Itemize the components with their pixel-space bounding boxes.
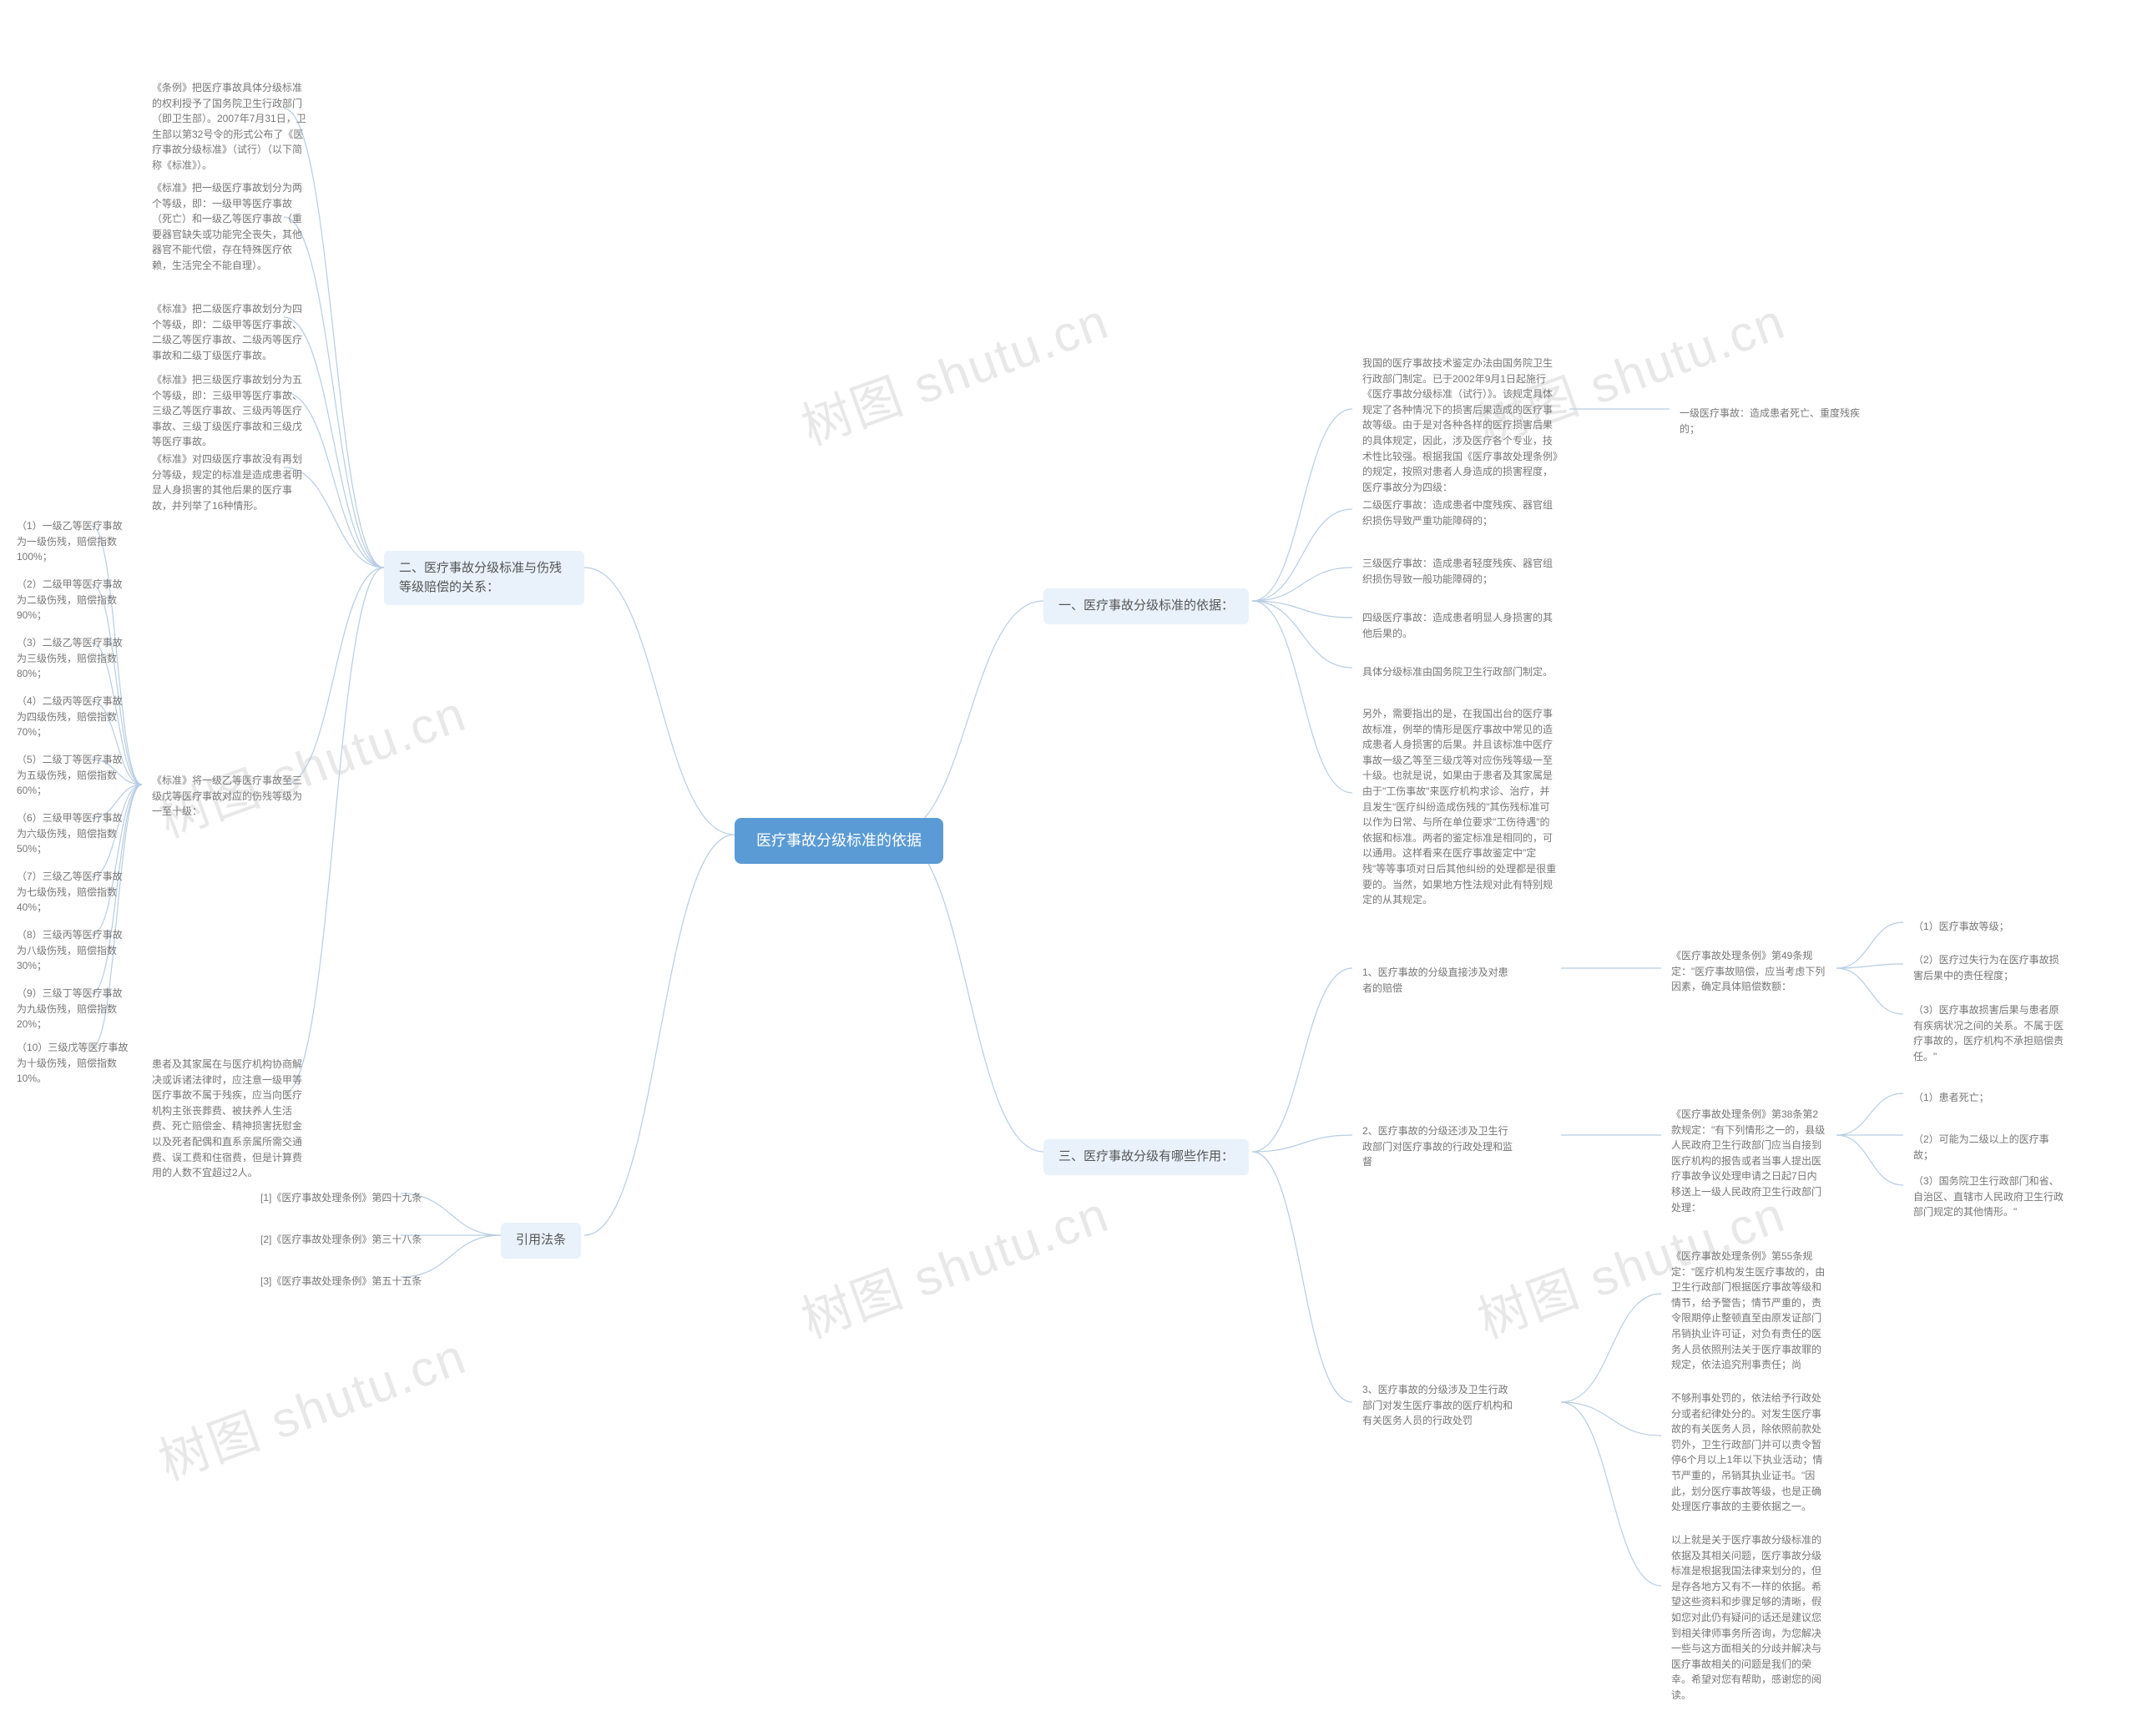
b3-leaf-3-m1: 《医疗事故处理条例》第55条规定："医疗机构发生医疗事故的，由卫生行政部门根据医…	[1661, 1244, 1836, 1378]
b3-leaf-1: 1、医疗事故的分级直接涉及对患者的赔偿	[1352, 960, 1528, 1001]
b2-sub-10: （10）三级戊等医疗事故为十级伤残，赔偿指数10%。	[7, 1035, 140, 1092]
branch-1: 一、医疗事故分级标准的依据：	[1043, 588, 1249, 624]
b1-leaf-level1: 一级医疗事故：造成患者死亡、重度残疾的；	[1670, 401, 1887, 442]
watermark: 树图 shutu.cn	[791, 281, 1118, 460]
b2-sub-7: （7）三级乙等医疗事故为七级伤残，赔偿指数40%；	[7, 864, 140, 921]
b2-leaf-3: 《标准》把二级医疗事故划分为四个等级，即：二级甲等医疗事故、二级乙等医疗事故、二…	[142, 296, 317, 368]
b4-leaf-3: [3]《医疗事故处理条例》第五十五条	[250, 1269, 432, 1294]
b2-leaf-6: 《标准》将一级乙等医疗事故至三级戊等医疗事故对应的伤残等级为一至十级：	[142, 768, 317, 825]
branch-2: 二、医疗事故分级标准与伤残等级赔偿的关系：	[384, 551, 584, 605]
b2-sub-6: （6）三级甲等医疗事故为六级伤残，赔偿指数50%；	[7, 805, 140, 862]
b3-leaf-2-s1: （1）患者死亡；	[1903, 1085, 1999, 1111]
b2-leaf-5: 《标准》对四级医疗事故没有再划分等级，规定的标准是造成患者明显人身损害的其他后果…	[142, 447, 317, 518]
b2-sub-8: （8）三级丙等医疗事故为八级伤残，赔偿指数30%；	[7, 922, 140, 979]
b2-sub-4: （4）二级丙等医疗事故为四级伤残，赔偿指数70%；	[7, 689, 140, 745]
watermark: 树图 shutu.cn	[791, 1174, 1118, 1353]
b2-sub-1: （1）一级乙等医疗事故为一级伤残，赔偿指数100%；	[7, 513, 140, 570]
b2-leaf-4: 《标准》把三级医疗事故划分为五个等级，即：三级甲等医疗事故、三级乙等医疗事故、三…	[142, 367, 317, 455]
branch-3: 三、医疗事故分级有哪些作用：	[1043, 1139, 1249, 1175]
b3-leaf-1-mid: 《医疗事故处理条例》第49条规定："医疗事故赔偿，应当考虑下列因素，确定具体赔偿…	[1661, 943, 1836, 1000]
b2-sub-2: （2）二级甲等医疗事故为二级伤残，赔偿指数90%；	[7, 572, 140, 628]
b1-leaf-level4: 四级医疗事故：造成患者明显人身损害的其他后果的。	[1352, 605, 1569, 646]
b3-leaf-1-s2: （2）医疗过失行为在医疗事故损害后果中的责任程度；	[1903, 947, 2079, 988]
b3-leaf-2-mid: 《医疗事故处理条例》第38条第2款规定："有下列情形之一的，县级人民政府卫生行政…	[1661, 1102, 1836, 1220]
b1-leaf-detail: 具体分级标准由国务院卫生行政部门制定。	[1352, 659, 1563, 685]
b3-leaf-3-m2: 不够刑事处罚的，依法给予行政处分或者纪律处分的。对发生医疗事故的有关医务人员，除…	[1661, 1385, 1836, 1520]
b2-leaf-2: 《标准》把一级医疗事故划分为两个等级，即：一级甲等医疗事故（死亡）和一级乙等医疗…	[142, 175, 317, 279]
b1-leaf-intro: 我国的医疗事故技术鉴定办法由国务院卫生行政部门制定。已于2002年9月1日起施行…	[1352, 351, 1569, 500]
b2-leaf-1: 《条例》把医疗事故具体分级标准的权利授予了国务院卫生行政部门（即卫生部）。200…	[142, 75, 317, 179]
b1-leaf-note: 另外，需要指出的是，在我国出台的医疗事故标准，例举的情形是医疗事故中常见的造成患…	[1352, 701, 1569, 913]
b2-sub-3: （3）二级乙等医疗事故为三级伤残，赔偿指数80%；	[7, 630, 140, 687]
b1-leaf-level3: 三级医疗事故：造成患者轻度残疾、器官组织损伤导致一般功能障碍的；	[1352, 551, 1569, 592]
b3-leaf-3: 3、医疗事故的分级涉及卫生行政部门对发生医疗事故的医疗机构和有关医务人员的行政处…	[1352, 1377, 1528, 1434]
root-node: 医疗事故分级标准的依据	[735, 818, 943, 864]
b2-sub-9: （9）三级丁等医疗事故为九级伤残，赔偿指数20%；	[7, 981, 140, 1037]
b3-leaf-2-s2: （2）可能为二级以上的医疗事故；	[1903, 1127, 2079, 1168]
b4-leaf-2: [2]《医疗事故处理条例》第三十八条	[250, 1227, 432, 1253]
b2-sub-5: （5）二级丁等医疗事故为五级伤残，赔偿指数60%；	[7, 747, 140, 804]
watermark: 树图 shutu.cn	[148, 1316, 475, 1495]
b3-leaf-2-s3: （3）国务院卫生行政部门和省、自治区、直辖市人民政府卫生行政部门规定的其他情形。…	[1903, 1168, 2079, 1225]
b2-leaf-7: 患者及其家属在与医疗机构协商解决或诉诸法律时，应注意一级甲等医疗事故不属于残疾，…	[142, 1052, 317, 1186]
b3-leaf-1-s3: （3）医疗事故损害后果与患者原有疾病状况之间的关系。不属于医疗事故的，医疗机构不…	[1903, 997, 2079, 1069]
b3-leaf-1-s1: （1）医疗事故等级；	[1903, 914, 2019, 940]
b1-leaf-level2: 二级医疗事故：造成患者中度残疾、器官组织损伤导致严重功能障碍的；	[1352, 492, 1569, 533]
b3-leaf-3-m3: 以上就是关于医疗事故分级标准的依据及其相关问题，医疗事故分级标准是根据我国法律来…	[1661, 1527, 1836, 1708]
b3-leaf-2: 2、医疗事故的分级还涉及卫生行政部门对医疗事故的行政处理和监督	[1352, 1118, 1528, 1175]
branch-4: 引用法条	[501, 1223, 581, 1259]
b4-leaf-1: [1]《医疗事故处理条例》第四十九条	[250, 1185, 432, 1211]
watermark: 树图 shutu.cn	[148, 674, 475, 852]
